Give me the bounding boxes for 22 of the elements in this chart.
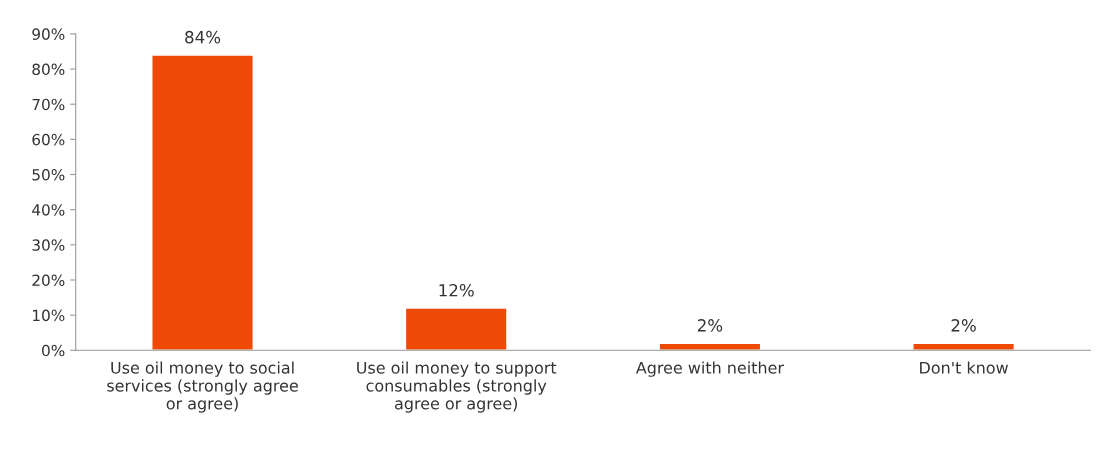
y-tick-label: 60% <box>32 133 65 146</box>
data-label: 12% <box>439 283 474 297</box>
y-tick-label: 80% <box>32 63 65 76</box>
data-label: 84% <box>185 30 221 44</box>
x-tick-label: Use oil money to support consumables (strongly agree or agree) <box>357 361 557 413</box>
bar <box>658 342 762 351</box>
bar <box>404 307 508 351</box>
x-tick-label: Agree with neither <box>635 361 784 377</box>
x-tick-label: Don't know <box>920 361 1008 374</box>
y-tick-label: 40% <box>32 204 65 216</box>
y-tick-label: 0% <box>42 344 65 357</box>
x-tick-label: Use oil money to social services (strongly agree or agree) <box>107 361 298 413</box>
y-tick-label: 70% <box>32 98 65 111</box>
bar <box>912 342 1016 351</box>
y-tick-label: 50% <box>32 168 65 181</box>
bar <box>151 54 254 351</box>
data-label: 2% <box>951 319 976 332</box>
y-tick-label: 10% <box>33 309 65 322</box>
data-label: 2% <box>697 319 723 332</box>
y-tick-label: 20% <box>32 274 65 287</box>
y-tick-label: 30% <box>32 239 65 251</box>
y-tick-label: 90% <box>32 28 65 40</box>
